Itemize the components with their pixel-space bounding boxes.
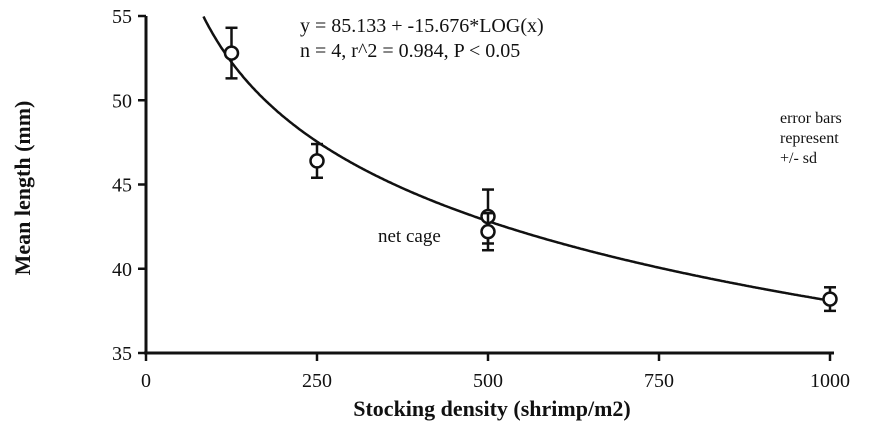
net-cage-annotation: net cage xyxy=(378,226,441,247)
note-line-3: +/- sd xyxy=(780,150,817,167)
points-layer xyxy=(223,26,838,313)
x-tick-label: 1000 xyxy=(810,370,850,392)
y-axis-title: Mean length (mm) xyxy=(10,101,35,276)
x-tick-label: 250 xyxy=(302,370,332,392)
y-tick-label: 50 xyxy=(112,90,132,112)
point-marker xyxy=(223,45,240,61)
point-marker xyxy=(822,291,838,307)
x-tick-label: 0 xyxy=(141,370,151,392)
fit-curve xyxy=(202,15,831,302)
y-tick-label: 35 xyxy=(112,343,132,365)
data-point xyxy=(822,286,838,313)
y-tick-label: 55 xyxy=(112,6,132,28)
note-line-1: error bars xyxy=(780,110,842,127)
equation-line-2: n = 4, r^2 = 0.984, P < 0.05 xyxy=(300,40,520,62)
axes: 35 40 45 50 55 0 250 500 750 1000 xyxy=(112,6,850,392)
point-marker xyxy=(480,223,496,240)
y-tick-label: 45 xyxy=(112,175,132,197)
x-tick-label: 500 xyxy=(473,370,503,392)
equation-line-1: y = 85.133 + -15.676*LOG(x) xyxy=(300,15,544,37)
fit-curve-layer xyxy=(202,15,831,302)
data-point xyxy=(223,26,240,80)
x-tick-label: 750 xyxy=(644,370,674,392)
note-line-2: represent xyxy=(780,130,839,147)
y-tick-label: 40 xyxy=(112,259,132,281)
point-marker xyxy=(309,153,325,169)
data-point xyxy=(480,211,496,252)
data-point xyxy=(309,142,325,180)
x-axis-title: Stocking density (shrimp/m2) xyxy=(353,396,630,421)
